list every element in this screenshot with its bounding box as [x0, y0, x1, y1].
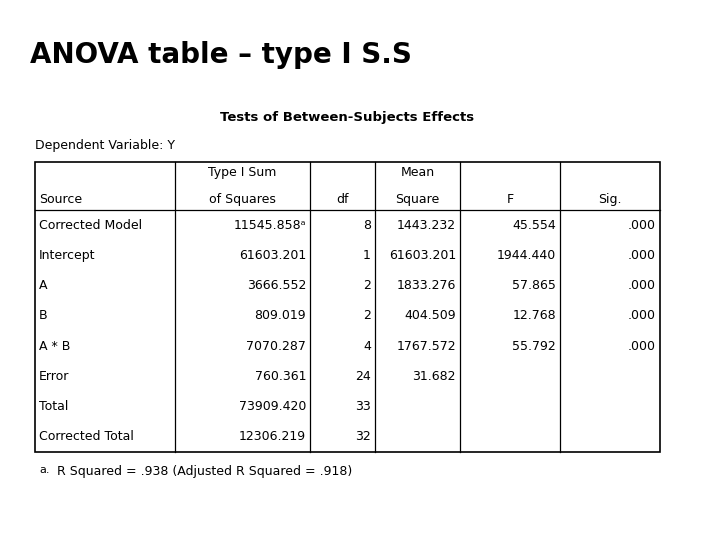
Text: 32: 32 [355, 430, 371, 443]
Text: Corrected Model: Corrected Model [39, 219, 142, 232]
Text: Type I Sum: Type I Sum [208, 166, 276, 179]
Text: 11545.858ᵃ: 11545.858ᵃ [233, 219, 306, 232]
Text: 7070.287: 7070.287 [246, 340, 306, 353]
Text: 61603.201: 61603.201 [389, 249, 456, 262]
Text: a.: a. [39, 465, 50, 475]
Text: .000: .000 [628, 309, 656, 322]
Text: 1767.572: 1767.572 [397, 340, 456, 353]
Text: Mean: Mean [400, 166, 435, 179]
Bar [35, 162, 660, 452]
Text: Sig.: Sig. [598, 193, 622, 206]
Text: 57.865: 57.865 [512, 279, 556, 292]
Text: .000: .000 [628, 219, 656, 232]
Text: 809.019: 809.019 [254, 309, 306, 322]
Text: .000: .000 [628, 249, 656, 262]
Text: 55.792: 55.792 [512, 340, 556, 353]
Text: A * B: A * B [39, 340, 71, 353]
Text: ANOVA table – type I S.S: ANOVA table – type I S.S [30, 41, 412, 69]
Text: 12306.219: 12306.219 [239, 430, 306, 443]
Text: Source: Source [39, 193, 82, 206]
Text: .000: .000 [628, 279, 656, 292]
Text: R Squared = .938 (Adjusted R Squared = .918): R Squared = .938 (Adjusted R Squared = .… [53, 465, 352, 478]
Text: 61603.201: 61603.201 [239, 249, 306, 262]
Text: A: A [39, 279, 48, 292]
Text: Total: Total [39, 400, 68, 413]
Text: Intercept: Intercept [39, 249, 96, 262]
Text: Dependent Variable: Y: Dependent Variable: Y [35, 139, 175, 152]
Text: df: df [336, 193, 348, 206]
Text: 1944.440: 1944.440 [497, 249, 556, 262]
Text: 3666.552: 3666.552 [247, 279, 306, 292]
Text: 24: 24 [355, 370, 371, 383]
Text: 45.554: 45.554 [512, 219, 556, 232]
Text: 2: 2 [363, 279, 371, 292]
Text: 2: 2 [363, 309, 371, 322]
Text: Square: Square [395, 193, 440, 206]
Text: 12.768: 12.768 [513, 309, 556, 322]
Text: 1443.232: 1443.232 [397, 219, 456, 232]
Text: 73909.420: 73909.420 [238, 400, 306, 413]
Text: Corrected Total: Corrected Total [39, 430, 134, 443]
Text: Error: Error [39, 370, 69, 383]
Text: of Squares: of Squares [209, 193, 276, 206]
Text: 4: 4 [363, 340, 371, 353]
Text: 404.509: 404.509 [405, 309, 456, 322]
Text: .000: .000 [628, 340, 656, 353]
Text: F: F [506, 193, 513, 206]
Text: B: B [39, 309, 48, 322]
Text: 1: 1 [363, 249, 371, 262]
Text: 1833.276: 1833.276 [397, 279, 456, 292]
Text: 33: 33 [355, 400, 371, 413]
Text: 760.361: 760.361 [254, 370, 306, 383]
Text: 31.682: 31.682 [413, 370, 456, 383]
Text: 8: 8 [363, 219, 371, 232]
Text: Tests of Between-Subjects Effects: Tests of Between-Subjects Effects [220, 111, 474, 125]
